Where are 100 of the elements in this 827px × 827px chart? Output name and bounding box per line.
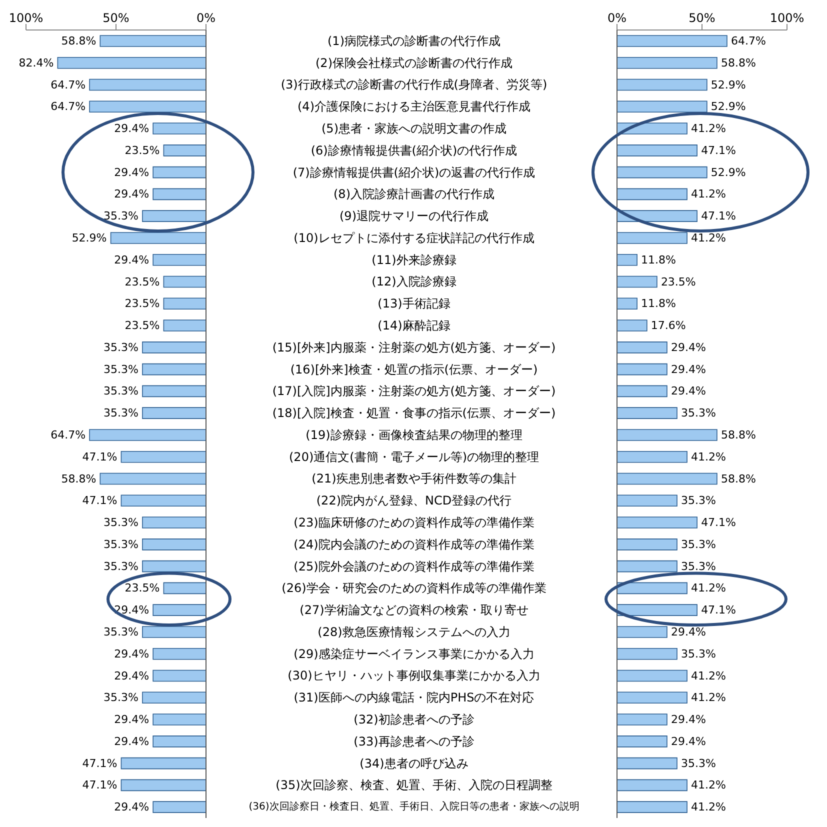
bar — [152, 122, 206, 134]
bar — [120, 494, 206, 507]
bar — [617, 516, 698, 528]
bar — [120, 757, 206, 770]
data-label: 58.8% — [720, 428, 756, 442]
data-label: 23.5% — [124, 582, 160, 595]
data-label: 35.3% — [104, 384, 138, 398]
y-tick-label: (13)手術記録 — [378, 296, 450, 311]
data-label: 47.1% — [82, 450, 118, 464]
x-tick-label: 50% — [688, 11, 716, 25]
bar — [617, 692, 688, 704]
bar — [142, 363, 206, 376]
y-tick-label: (27)学術論文などの資料の検索・取り寄せ — [300, 603, 528, 618]
bar — [142, 560, 206, 572]
bar — [617, 363, 668, 376]
data-label: 23.5% — [124, 144, 160, 157]
bar — [100, 472, 206, 485]
data-label: 29.4% — [114, 713, 150, 726]
bar — [617, 56, 718, 69]
bar — [152, 736, 206, 748]
bar — [617, 342, 668, 354]
data-label: 52.9% — [710, 78, 746, 92]
data-label: 64.7% — [730, 34, 766, 48]
bar — [617, 298, 638, 310]
y-tick-label: (5)患者・家族への説明文書の作成 — [322, 122, 506, 136]
bar — [617, 210, 698, 222]
bar — [89, 100, 206, 113]
data-label: 29.4% — [670, 734, 706, 748]
data-label: 29.4% — [114, 669, 150, 682]
bar — [617, 626, 668, 638]
data-label: 41.2% — [691, 450, 726, 464]
y-tick-label: (33)再診患者への予診 — [354, 734, 474, 748]
data-label: 35.3% — [104, 406, 138, 420]
y-tick-label: (32)初診患者への予診 — [354, 712, 474, 726]
y-tick-label: (31)医師への内線電話・院内PHSの不在対応 — [294, 690, 534, 705]
y-tick-label: (34)患者の呼び込み — [360, 756, 468, 770]
bar — [617, 779, 688, 792]
bar — [152, 254, 206, 266]
bar — [163, 320, 206, 332]
data-label: 29.4% — [114, 647, 150, 660]
data-label: 64.7% — [50, 428, 86, 442]
bar — [142, 692, 206, 704]
bar — [617, 385, 668, 398]
data-label: 35.3% — [104, 625, 138, 638]
bar — [617, 450, 688, 463]
data-label: 23.5% — [124, 319, 160, 332]
bar — [142, 210, 206, 222]
bar — [617, 582, 688, 594]
data-label: 29.4% — [670, 625, 706, 638]
bar — [617, 276, 658, 288]
data-label: 41.2% — [691, 582, 726, 595]
bar — [142, 538, 206, 550]
x-tick-label: 0% — [196, 11, 216, 25]
data-label: 29.4% — [114, 800, 150, 814]
bar — [617, 100, 708, 113]
bar — [617, 604, 698, 616]
bar — [617, 538, 678, 550]
data-label: 47.1% — [701, 210, 736, 223]
data-label: 58.8% — [61, 472, 96, 486]
data-label: 11.8% — [641, 297, 676, 310]
data-label: 35.3% — [681, 538, 716, 551]
y-tick-label: (1)病院様式の診断書の代行作成 — [328, 34, 500, 48]
bar — [152, 670, 206, 682]
bar — [100, 35, 206, 47]
data-label: 17.6% — [650, 319, 686, 332]
data-label: 29.4% — [114, 734, 150, 748]
data-label: 29.4% — [670, 713, 706, 726]
data-label: 52.9% — [72, 231, 107, 244]
bar — [617, 757, 678, 770]
bar — [152, 166, 206, 178]
data-label: 58.8% — [720, 56, 756, 70]
data-label: 35.3% — [681, 560, 716, 573]
data-label: 47.1% — [701, 144, 736, 157]
bar — [142, 516, 206, 528]
y-tick-label: (23)臨床研修のための資料作成等の準備作業 — [294, 516, 534, 530]
data-label: 35.3% — [681, 494, 716, 508]
data-label: 47.1% — [701, 604, 736, 617]
y-tick-label: (20)通信文(書簡・電子メール等)の物理的整理 — [289, 450, 539, 464]
x-tick-label: 0% — [607, 11, 627, 25]
y-tick-label: (8)入院診療計画書の代行作成 — [334, 187, 494, 202]
bar — [617, 144, 698, 156]
bar — [617, 429, 718, 441]
data-label: 35.3% — [681, 647, 716, 660]
bar — [110, 232, 206, 244]
y-tick-label: (2)保険会社様式の診断書の代行作成 — [316, 56, 512, 70]
data-label: 58.8% — [61, 34, 96, 48]
bar — [617, 472, 718, 485]
bar — [152, 188, 206, 200]
data-label: 82.4% — [18, 56, 54, 70]
y-tick-label: (28)救急医療情報システムへの入力 — [318, 624, 510, 639]
data-label: 52.9% — [710, 166, 746, 179]
data-label: 29.4% — [670, 340, 706, 354]
y-tick-label: (11)外来診療録 — [372, 252, 456, 267]
bar — [617, 35, 728, 47]
data-label: 41.2% — [691, 778, 726, 792]
bar — [617, 714, 668, 726]
data-label: 64.7% — [50, 78, 86, 92]
bar — [617, 232, 688, 244]
bar — [163, 144, 206, 156]
data-label: 35.3% — [104, 691, 138, 704]
